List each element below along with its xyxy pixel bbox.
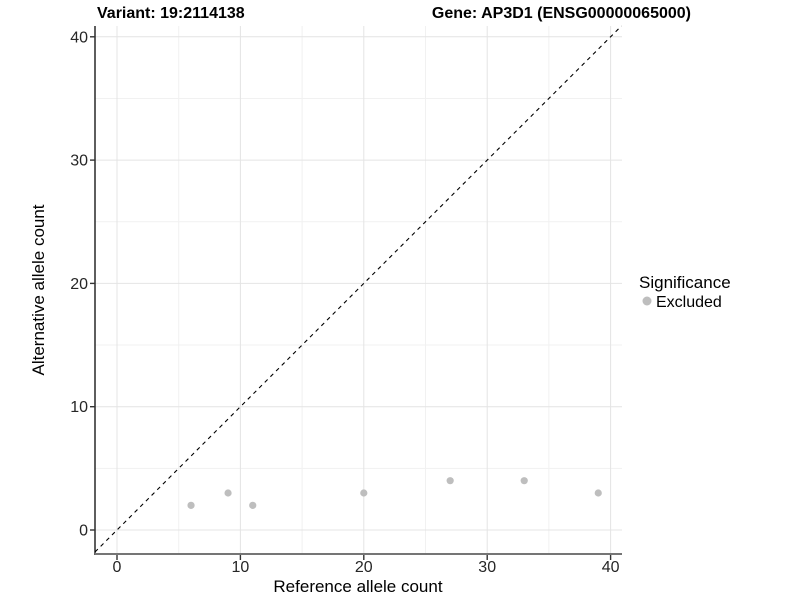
- legend: Significance Excluded: [639, 273, 731, 311]
- x-tick-label: 30: [478, 559, 496, 576]
- x-tick-label: 0: [113, 559, 122, 576]
- data-point: [520, 477, 528, 485]
- data-point: [446, 477, 454, 485]
- data-point: [594, 489, 602, 497]
- axes-layer: 0 10 20 30 40 0 10 20 30 40: [70, 26, 622, 576]
- y-tick-label: 20: [70, 276, 88, 293]
- x-tick-label: 20: [355, 559, 373, 576]
- x-tick-label: 40: [602, 559, 620, 576]
- data-points-layer: [94, 25, 622, 553]
- y-tick-label: 10: [70, 399, 88, 416]
- identity-dashed-line: [94, 25, 622, 553]
- data-point: [224, 489, 232, 497]
- y-tick-label: 30: [70, 153, 88, 170]
- gridlines-layer: [95, 26, 622, 554]
- y-axis-title: Alternative allele count: [29, 204, 48, 375]
- x-tick-label: 10: [232, 559, 250, 576]
- legend-title: Significance: [639, 273, 731, 292]
- data-point: [249, 501, 257, 509]
- data-point: [187, 501, 195, 509]
- plot-title-gene: Gene: AP3D1 (ENSG00000065000): [432, 5, 691, 22]
- legend-key-dot-icon: [642, 296, 652, 306]
- data-point: [360, 489, 368, 497]
- y-tick-label: 40: [70, 29, 88, 46]
- y-tick-label: 0: [79, 523, 88, 540]
- plot-title-variant: Variant: 19:2114138: [97, 5, 245, 22]
- x-axis-title: Reference allele count: [273, 577, 442, 596]
- legend-entry-label: Excluded: [656, 294, 722, 311]
